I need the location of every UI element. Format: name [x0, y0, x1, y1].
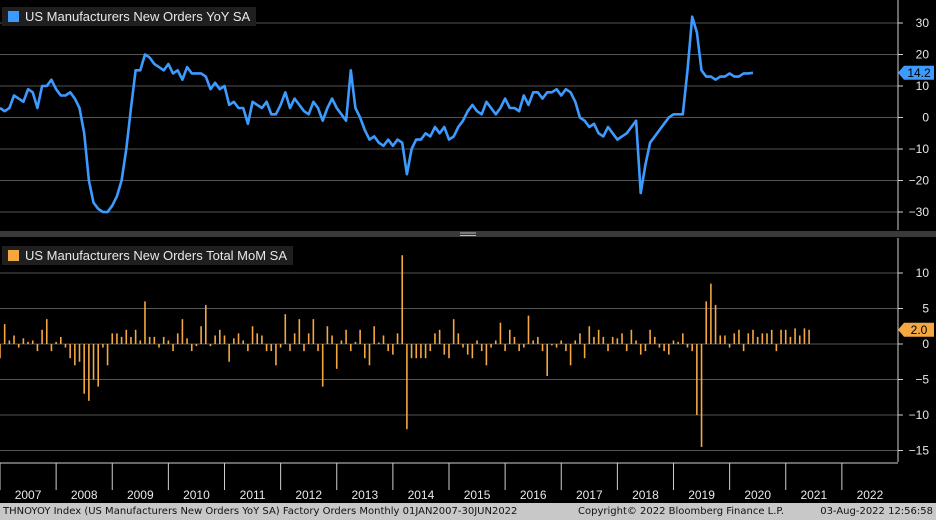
x-tick-label: 2013 — [351, 488, 378, 502]
legend-top-swatch — [8, 11, 19, 22]
y-tick-label: 10 — [916, 266, 930, 280]
y-tick-label: −15 — [909, 444, 930, 458]
last-value-badge — [898, 322, 934, 337]
y-tick-label: 10 — [916, 79, 930, 93]
x-tick-label: 2017 — [576, 488, 603, 502]
y-tick-label: 20 — [916, 48, 930, 62]
last-value-label: 14.2 — [907, 66, 931, 80]
y-tick-label: 0 — [922, 337, 929, 351]
legend-bottom-label: US Manufacturers New Orders Total MoM SA — [25, 248, 288, 263]
footer-copyright: Copyright© 2022 Bloomberg Finance L.P. — [578, 506, 785, 517]
x-tick-label: 2021 — [800, 488, 827, 502]
footer-index-description: THNOYOY Index (US Manufacturers New Orde… — [3, 506, 518, 517]
y-tick-label: −30 — [909, 205, 930, 219]
x-tick-label: 2020 — [744, 488, 771, 502]
legend-bottom-swatch — [8, 250, 19, 261]
legend-top-label: US Manufacturers New Orders YoY SA — [25, 9, 251, 24]
x-tick-label: 2012 — [295, 488, 322, 502]
x-tick-label: 2018 — [632, 488, 659, 502]
series-line-yoy — [0, 15, 754, 214]
legend-bottom: US Manufacturers New Orders Total MoM SA — [2, 246, 294, 265]
x-axis-band — [0, 463, 936, 503]
footer-timestamp: 03-Aug-2022 12:56:58 — [820, 506, 933, 517]
x-tick-label: 2014 — [408, 488, 435, 502]
panel-divider — [0, 231, 936, 237]
x-tick-label: 2007 — [15, 488, 42, 502]
footer-bar: THNOYOY Index (US Manufacturers New Orde… — [0, 503, 936, 520]
y-tick-label: 30 — [916, 16, 930, 30]
y-tick-label: 0 — [922, 111, 929, 125]
y-tick-label: −10 — [909, 142, 930, 156]
last-value-label: 2.0 — [911, 323, 928, 337]
x-tick-label: 2010 — [183, 488, 210, 502]
x-tick-label: 2015 — [464, 488, 491, 502]
y-tick-label: 5 — [922, 302, 929, 316]
legend-top: US Manufacturers New Orders YoY SA — [2, 7, 257, 26]
x-tick-label: 2009 — [127, 488, 154, 502]
x-tick-label: 2008 — [71, 488, 98, 502]
y-tick-label: −10 — [909, 408, 930, 422]
x-tick-label: 2019 — [688, 488, 715, 502]
y-tick-label: −20 — [909, 174, 930, 188]
x-tick-label: 2016 — [520, 488, 547, 502]
x-tick-label: 2022 — [857, 488, 884, 502]
x-tick-label: 2011 — [240, 488, 266, 502]
y-tick-label: −5 — [915, 373, 929, 387]
last-value-badge — [898, 65, 934, 80]
